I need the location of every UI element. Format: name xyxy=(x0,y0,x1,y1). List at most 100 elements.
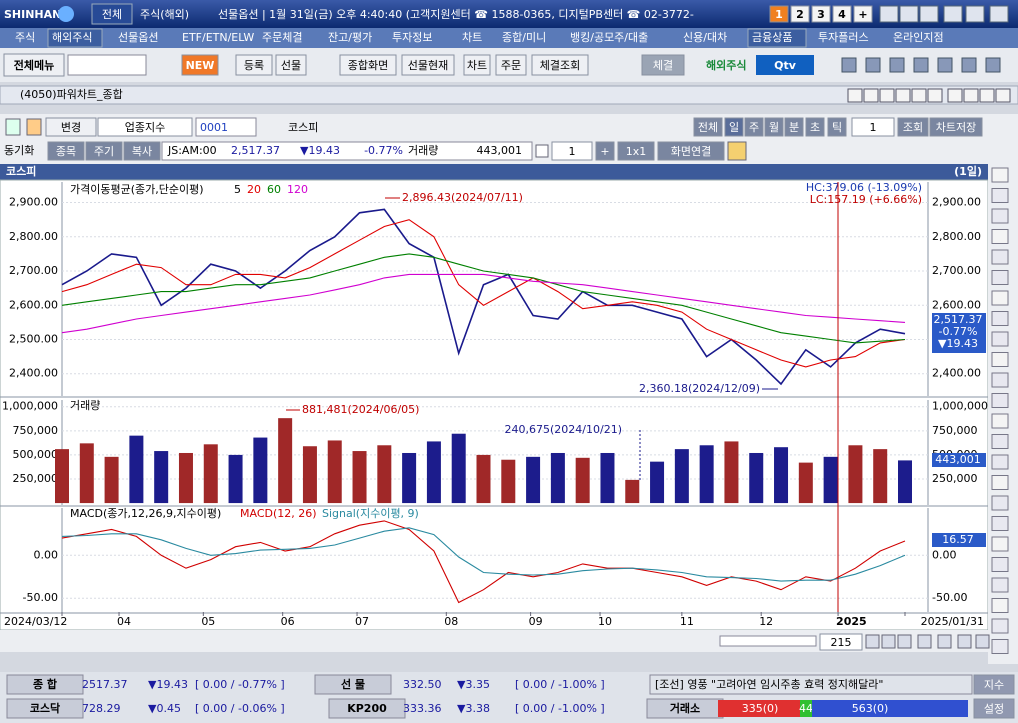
plus-label[interactable]: + xyxy=(600,145,609,158)
menu-item[interactable]: 주문체결 xyxy=(262,31,302,44)
draw-tool[interactable] xyxy=(991,598,1009,613)
scroll-count[interactable] xyxy=(819,633,863,651)
window-control[interactable] xyxy=(899,5,919,23)
query[interactable] xyxy=(897,117,929,137)
draw-tool[interactable] xyxy=(991,495,1009,511)
scroll-count-label[interactable]: 215 xyxy=(831,636,852,649)
code-input[interactable] xyxy=(195,117,257,137)
window-icon[interactable] xyxy=(927,88,943,103)
window-icon[interactable] xyxy=(847,88,863,103)
tv-logo[interactable] xyxy=(756,55,814,75)
menu-item[interactable]: 주식 xyxy=(15,31,35,44)
count-label[interactable]: 1 xyxy=(569,145,576,158)
period-button-label[interactable]: 월 xyxy=(769,121,779,134)
scroll-icon[interactable] xyxy=(897,634,912,649)
pen-icon[interactable] xyxy=(727,141,747,161)
draw-tool[interactable] xyxy=(991,536,1009,552)
period-button-label[interactable]: 일 xyxy=(729,120,739,134)
period-button-label[interactable]: 초 xyxy=(810,121,820,134)
tool-icon[interactable] xyxy=(961,57,977,73)
draw-tool[interactable] xyxy=(991,208,1009,224)
window-control[interactable] xyxy=(989,5,1009,23)
window-icon[interactable] xyxy=(947,88,963,103)
scroll-icon[interactable] xyxy=(957,634,972,649)
window-icon[interactable] xyxy=(995,88,1011,103)
period-button[interactable] xyxy=(805,117,825,137)
window-icon[interactable] xyxy=(863,88,879,103)
menu-item[interactable]: 종합/미니 xyxy=(502,31,546,44)
link[interactable] xyxy=(657,141,725,161)
window-icon[interactable] xyxy=(979,88,995,103)
draw-tool[interactable] xyxy=(991,311,1009,326)
menu-item[interactable]: 선물옵션 xyxy=(118,31,158,44)
menu-item[interactable]: 온라인지점 xyxy=(893,31,944,44)
window-icon[interactable] xyxy=(963,88,979,103)
tool-icon[interactable] xyxy=(841,57,857,73)
dropdown[interactable] xyxy=(97,117,193,137)
period-button[interactable] xyxy=(764,117,784,137)
screen-button[interactable] xyxy=(832,5,852,23)
plus[interactable] xyxy=(595,141,615,161)
dropdown-label[interactable]: 업종지수 xyxy=(125,121,165,134)
sync-tab[interactable] xyxy=(47,141,85,161)
exec-button-label[interactable]: 체결 xyxy=(653,59,673,72)
toolbar-button-label[interactable]: 선물현재 xyxy=(408,59,448,72)
tool-icon[interactable] xyxy=(865,57,881,73)
screen-button-label[interactable]: + xyxy=(858,8,867,21)
tool-icon[interactable] xyxy=(913,57,929,73)
toolbar-button-label[interactable]: 등록 xyxy=(244,59,264,72)
draw-tool[interactable] xyxy=(991,290,1009,306)
draw-tool[interactable] xyxy=(991,393,1009,408)
screen-button[interactable] xyxy=(769,5,789,23)
exec-button[interactable] xyxy=(641,54,685,76)
menu-item[interactable]: 잔고/평가 xyxy=(328,31,372,44)
count[interactable] xyxy=(851,117,895,137)
settings-button[interactable] xyxy=(973,698,1015,719)
tool-icon[interactable] xyxy=(889,57,905,73)
draw-tool[interactable] xyxy=(991,372,1009,388)
draw-tool[interactable] xyxy=(991,454,1009,470)
menu-item[interactable]: 뱅킹/공모주/대출 xyxy=(570,31,648,44)
window-control[interactable] xyxy=(919,5,939,23)
toolbar-button[interactable] xyxy=(401,54,455,76)
tool-icon[interactable] xyxy=(937,57,953,73)
layout-label[interactable]: 1x1 xyxy=(626,145,647,158)
window-control[interactable] xyxy=(943,5,963,23)
dropdown-label[interactable]: 변경 xyxy=(61,121,81,134)
period-button-label[interactable]: 틱 xyxy=(832,121,842,134)
scroll-icon[interactable] xyxy=(975,634,990,649)
period-button-label[interactable]: 분 xyxy=(789,121,799,134)
draw-tool[interactable] xyxy=(991,434,1009,449)
toolbar-button-label[interactable]: 차트 xyxy=(467,59,487,72)
screen-button-label[interactable]: 3 xyxy=(817,8,825,21)
toolbar-button[interactable] xyxy=(495,54,527,76)
draw-tool[interactable] xyxy=(991,577,1009,593)
layout[interactable] xyxy=(617,141,655,161)
toolbar-button[interactable] xyxy=(339,54,397,76)
menu-item[interactable]: 금융상품 xyxy=(752,31,792,44)
index-button-label[interactable]: 지수 xyxy=(984,679,1004,692)
dropdown[interactable] xyxy=(45,117,97,137)
scroll-icon[interactable] xyxy=(881,634,896,649)
toolbar-button-label[interactable]: 선물 xyxy=(281,59,301,72)
menu-item[interactable]: ETF/ETN/ELW xyxy=(182,31,254,44)
window-icon[interactable] xyxy=(895,88,911,103)
scroll-icon[interactable] xyxy=(865,634,880,649)
toolbar-button-label[interactable]: 체결조회 xyxy=(540,59,580,72)
draw-tool[interactable] xyxy=(991,229,1009,244)
draw-tool[interactable] xyxy=(991,331,1009,347)
menu-item[interactable]: 해외주식 xyxy=(52,30,92,44)
period-button[interactable] xyxy=(693,117,723,137)
period-button[interactable] xyxy=(744,117,764,137)
draw-tool[interactable] xyxy=(991,188,1009,203)
menu-item[interactable]: 투자플러스 xyxy=(818,31,869,44)
scroll-icon[interactable] xyxy=(937,634,952,649)
period-button-label[interactable]: 전체 xyxy=(698,121,718,134)
toolbar-button[interactable] xyxy=(531,54,589,76)
screen-button-label[interactable]: 1 xyxy=(775,8,783,21)
toolbar-button[interactable] xyxy=(463,54,491,76)
window-icon[interactable] xyxy=(879,88,895,103)
draw-tool[interactable] xyxy=(991,413,1009,429)
draw-tool[interactable] xyxy=(991,516,1009,531)
all-menu-label[interactable]: 전체메뉴 xyxy=(14,58,54,72)
